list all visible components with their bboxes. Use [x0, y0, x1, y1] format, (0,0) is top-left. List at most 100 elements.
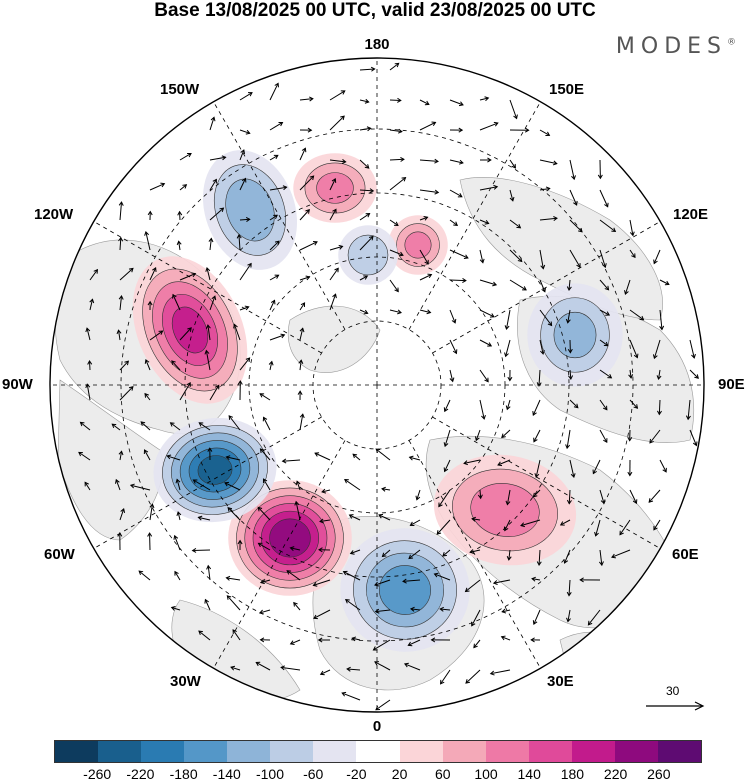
wind-arrow: [599, 369, 613, 379]
wind-arrow: [321, 488, 331, 494]
wind-arrow: [255, 661, 271, 671]
wind-arrow: [489, 669, 511, 676]
wind-arrow: [111, 423, 121, 431]
wind-arrow: [419, 99, 430, 106]
colorbar-swatch: [571, 741, 615, 762]
wind-arrow: [293, 601, 301, 611]
wind-arrow: [209, 116, 216, 131]
wind-arrow: [449, 339, 458, 355]
wind-arrow: [443, 459, 451, 473]
wind-arrow: [329, 178, 337, 191]
colorbar-tick-label: 100: [474, 766, 498, 782]
lon-label-90w: 90W: [2, 376, 33, 393]
wind-arrow: [505, 489, 511, 506]
graticule: [50, 58, 704, 712]
wind-arrow: [629, 339, 639, 359]
wind-arrow: [170, 606, 181, 611]
wind-arrow: [171, 360, 181, 371]
wind-arrow: [509, 219, 522, 229]
wind-arrow: [119, 267, 134, 281]
wind-arrow: [566, 489, 572, 505]
wind-arrow: [408, 549, 421, 560]
wind-arrow: [389, 249, 404, 257]
wind-arrow: [258, 609, 271, 615]
wind-arrow: [479, 339, 493, 347]
wind-arrow: [419, 189, 440, 195]
wind-arrow: [599, 309, 611, 316]
wind-arrow: [118, 236, 124, 251]
wind-arrow: [259, 637, 271, 643]
wind-arrow: [419, 158, 439, 164]
wind-arrow: [119, 360, 130, 371]
colorbar-tick-label: -20: [346, 766, 367, 782]
wind-arrow: [449, 369, 455, 383]
wind-arrow: [119, 508, 126, 521]
wind-arrow: [197, 515, 211, 521]
wind-arrow: [226, 595, 241, 611]
wind-arrow: [509, 249, 523, 263]
wind-arrow: [449, 99, 464, 107]
wind-arrow: [449, 249, 469, 259]
wind-arrow: [262, 416, 271, 431]
wind-arrow: [520, 519, 541, 528]
wind-arrow: [569, 399, 579, 409]
wind-arrow: [530, 637, 541, 643]
wind-arrow: [656, 399, 662, 416]
anomaly-center: [338, 225, 398, 285]
wind-arrow: [318, 547, 331, 553]
wind-arrow: [299, 413, 305, 431]
anomaly-contour: [379, 565, 431, 615]
wind-arrow: [389, 177, 407, 191]
lon-label-30e: 30E: [547, 673, 574, 690]
wind-arrow: [289, 639, 301, 645]
wind-arrow: [117, 532, 123, 551]
wind-arrow: [329, 90, 346, 101]
wind-arrow: [408, 455, 421, 461]
wind-arrow: [509, 189, 515, 202]
wind-arrow: [415, 489, 421, 501]
colorbar-swatch: [184, 741, 228, 762]
wind-arrow: [206, 564, 212, 581]
wind-arrow: [329, 208, 337, 221]
wind-arrow: [419, 249, 429, 265]
wind-arrow: [269, 240, 280, 251]
meridian-line: [408, 101, 541, 330]
wind-arrow: [140, 421, 151, 431]
wind-arrow: [419, 121, 437, 131]
wind-arrow: [239, 357, 251, 371]
wind-arrow: [449, 278, 467, 283]
wind-arrow: [78, 451, 91, 461]
wind-arrow: [474, 429, 481, 442]
wind-arrow: [269, 154, 279, 161]
wind-arrow: [299, 302, 306, 311]
wind-arrow: [539, 279, 546, 293]
wind-arrow: [299, 327, 305, 341]
vector-scale: 30: [646, 684, 706, 714]
wind-arrow: [531, 576, 541, 582]
colorbar-swatch: [98, 741, 142, 762]
wind-arrow: [359, 188, 375, 194]
wind-arrow: [239, 305, 250, 311]
wind-arrow: [299, 127, 313, 133]
wind-arrow: [289, 546, 301, 552]
wind-arrow: [656, 369, 662, 381]
wind-arrow: [599, 339, 609, 347]
wind-arrow: [317, 637, 331, 643]
wind-arrow: [449, 159, 464, 165]
wind-arrow: [269, 274, 280, 281]
wind-arrow: [471, 516, 481, 522]
wind-arrow: [492, 579, 511, 585]
wind-arrow: [144, 392, 151, 401]
wind-arrow: [259, 393, 271, 401]
colorbar-tick-label: 220: [603, 766, 628, 782]
wind-arrow: [344, 478, 361, 491]
colorbar-swatch: [657, 741, 701, 762]
anomaly-contour: [197, 455, 233, 485]
wind-arrow: [599, 489, 606, 505]
wind-arrow: [569, 249, 581, 268]
wind-arrow: [319, 669, 331, 676]
wind-arrow: [118, 294, 124, 311]
wind-arrow: [239, 129, 251, 135]
wind-arrow: [84, 481, 91, 491]
wind-arrow: [233, 323, 241, 341]
